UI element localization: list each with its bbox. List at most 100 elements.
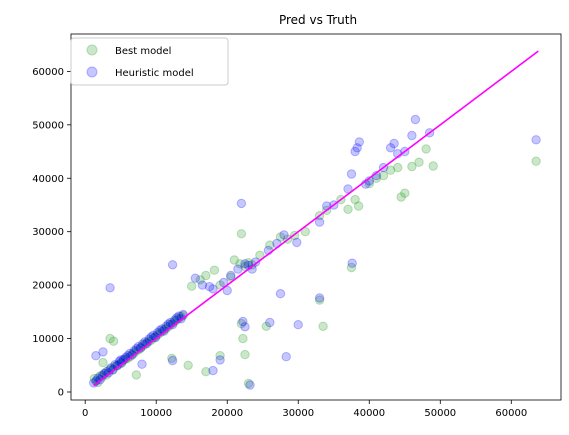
data-point: [222, 285, 232, 296]
x-tick-label: 60000: [495, 408, 527, 419]
data-point: [238, 333, 248, 344]
legend-label-best-model: Best model: [115, 46, 171, 57]
data-point: [219, 277, 229, 288]
data-point: [250, 257, 261, 267]
data-point: [135, 343, 146, 353]
data-point: [235, 259, 245, 269]
data-point: [127, 350, 137, 360]
data-point: [167, 353, 177, 363]
x-tick-label: 50000: [424, 408, 456, 419]
y-tick-label: 60000: [32, 67, 64, 78]
data-point: [146, 332, 156, 342]
data-point: [347, 258, 357, 268]
data-point: [261, 321, 271, 331]
data-point: [91, 351, 101, 361]
data-point: [281, 352, 291, 362]
data-point: [98, 357, 108, 368]
data-point: [116, 358, 127, 368]
data-point: [389, 138, 399, 149]
data-point: [346, 169, 357, 179]
data-point: [108, 336, 119, 346]
data-point: [209, 265, 220, 275]
data-point: [354, 137, 364, 147]
legend-marker-heuristic-model: [86, 66, 98, 78]
data-point: [116, 355, 126, 365]
data-point: [343, 184, 353, 194]
data-point: [414, 157, 424, 167]
data-point: [98, 347, 108, 357]
data-point: [385, 143, 396, 153]
data-point: [140, 337, 150, 347]
data-point: [208, 284, 218, 294]
data-point: [195, 275, 205, 285]
data-point: [233, 264, 243, 274]
data-point: [247, 260, 257, 270]
legend: Best model Heuristic model: [70, 37, 229, 86]
data-point: [350, 146, 360, 157]
data-point: [165, 317, 176, 328]
data-point: [167, 320, 178, 330]
data-point: [201, 367, 211, 377]
data-point: [352, 143, 362, 153]
data-point: [163, 319, 174, 329]
data-point: [238, 316, 248, 327]
data-point: [279, 230, 289, 240]
data-point: [407, 161, 417, 172]
data-point: [531, 156, 541, 166]
data-point: [421, 144, 431, 154]
x-tick-label: 0: [82, 408, 88, 419]
x-tick-label: 40000: [353, 408, 385, 419]
data-point: [133, 345, 144, 355]
data-point: [318, 321, 328, 331]
data-point: [208, 365, 218, 376]
data-point: [129, 348, 139, 358]
data-point: [236, 318, 247, 329]
data-point: [410, 114, 421, 125]
data-point: [105, 283, 115, 293]
data-point: [108, 364, 118, 375]
data-point: [215, 351, 225, 361]
data-point: [292, 237, 302, 248]
data-point: [159, 326, 169, 336]
data-point: [265, 240, 275, 250]
data-point: [123, 353, 133, 363]
data-point: [215, 355, 225, 365]
data-point: [350, 194, 360, 205]
data-point: [148, 330, 159, 340]
data-point: [229, 255, 240, 265]
data-point: [105, 333, 115, 344]
data-point: [125, 352, 135, 362]
data-point: [293, 320, 303, 330]
data-point: [236, 229, 247, 239]
data-point: [243, 258, 254, 268]
data-point: [364, 178, 374, 189]
data-point: [346, 262, 357, 273]
data-point: [150, 332, 161, 343]
series-layer: [89, 114, 541, 390]
data-point: [167, 355, 178, 366]
data-point: [157, 324, 167, 334]
x-tick-label: 20000: [211, 408, 243, 419]
data-point: [215, 280, 225, 290]
data-point: [226, 270, 236, 281]
data-point: [255, 250, 265, 260]
data-point: [142, 338, 152, 349]
data-point: [183, 360, 193, 370]
data-point: [201, 270, 211, 281]
data-point: [133, 341, 144, 352]
y-tick-label: 50000: [32, 120, 64, 131]
data-point: [428, 161, 438, 171]
data-point: [353, 201, 364, 211]
y-axis: 0 10000 20000 30000 40000 50000 60000: [32, 67, 71, 398]
data-point: [275, 289, 286, 299]
data-point: [197, 280, 208, 290]
data-point: [190, 273, 201, 283]
data-point: [396, 192, 406, 202]
data-point: [314, 217, 325, 227]
data-point: [112, 361, 122, 371]
y-tick-label: 0: [58, 387, 64, 398]
plot-area: [70, 33, 562, 401]
data-point: [103, 368, 114, 378]
data-point: [275, 232, 286, 242]
legend-label-heuristic-model: Heuristic model: [115, 68, 194, 79]
